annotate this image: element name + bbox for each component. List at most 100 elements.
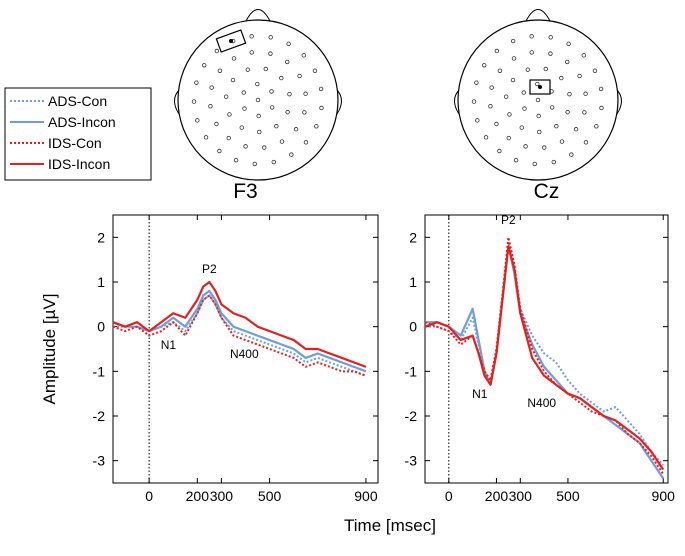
- electrode: [243, 144, 248, 149]
- electrode: [268, 51, 273, 56]
- y-tick-label: -2: [405, 408, 418, 424]
- electrode: [519, 125, 524, 130]
- annotation: N1: [472, 387, 488, 401]
- electrode: [497, 148, 502, 154]
- electrode: [551, 159, 556, 165]
- electrode: [489, 85, 494, 90]
- electrode: [549, 105, 555, 110]
- electrode: [227, 112, 232, 117]
- electrode: [503, 94, 509, 99]
- electrode: [559, 75, 564, 81]
- electrode: [262, 145, 267, 150]
- electrode: [279, 75, 284, 81]
- x-tick-label: 0: [145, 488, 153, 504]
- electrode: [537, 129, 542, 135]
- x-tick-label: 500: [258, 488, 282, 504]
- electrode: [233, 157, 239, 163]
- annotation: P2: [202, 262, 217, 276]
- electrode: [583, 140, 589, 145]
- electrode: [217, 148, 222, 154]
- selected-electrode: [229, 39, 233, 43]
- electrode: [230, 77, 236, 83]
- electrode: [226, 135, 231, 141]
- electrode: [471, 99, 477, 104]
- electrode: [289, 152, 294, 157]
- electrode: [256, 113, 261, 119]
- electrode: [494, 48, 500, 54]
- electrode: [257, 129, 262, 135]
- x-tick-label: 300: [509, 488, 533, 504]
- annotation: N400: [527, 396, 556, 410]
- series-line: [424, 245, 665, 471]
- electrode: [268, 35, 273, 40]
- electrode: [252, 161, 258, 167]
- electrode: [241, 90, 247, 95]
- x-tick-label: 900: [652, 488, 676, 504]
- electrode: [494, 121, 499, 127]
- electrode: [506, 135, 511, 141]
- y-tick-label: 2: [409, 229, 417, 245]
- electrode: [598, 86, 604, 92]
- electrode: [287, 91, 292, 97]
- electrode: [217, 68, 223, 73]
- x-axis-label: Time [msec]: [344, 516, 436, 535]
- chart-title: Cz: [534, 180, 560, 203]
- plot-frame: [112, 214, 379, 484]
- electrode: [285, 109, 290, 115]
- electrode: [582, 110, 587, 115]
- electrode: [548, 35, 553, 40]
- electrode: [303, 91, 308, 96]
- electrode: [293, 127, 299, 132]
- y-tick-label: -3: [93, 453, 106, 469]
- y-tick-label: 0: [97, 319, 105, 335]
- electrode: [592, 68, 598, 74]
- electrode: [214, 48, 220, 54]
- electrode: [255, 97, 261, 103]
- legend-label: ADS-Con: [48, 93, 107, 109]
- electrode: [301, 53, 307, 58]
- electrode: [203, 135, 209, 140]
- electrode: [548, 51, 553, 56]
- electrode: [559, 139, 565, 144]
- electrode: [312, 68, 318, 74]
- electrode-selection: [529, 79, 551, 95]
- x-tick-label: 200: [186, 488, 210, 504]
- electrode: [202, 63, 207, 68]
- x-tick-label: 500: [556, 488, 580, 504]
- annotation: N400: [230, 347, 259, 361]
- electrode: [302, 110, 307, 115]
- y-tick-label: 1: [97, 274, 105, 290]
- electrode: [319, 105, 324, 111]
- electrode: [239, 125, 244, 130]
- electrode: [511, 56, 517, 61]
- electrode: [214, 121, 219, 127]
- electrode: [249, 50, 254, 55]
- electrode: [523, 144, 528, 149]
- electrode: [569, 152, 574, 157]
- electrode: [529, 50, 534, 55]
- electrode: [522, 106, 527, 111]
- y-tick-label: 0: [409, 319, 417, 335]
- plot-frame: [424, 214, 669, 484]
- electrode: [242, 106, 247, 111]
- head-nose: [525, 9, 551, 22]
- selected-electrode: [538, 85, 542, 89]
- electrode: [209, 85, 214, 90]
- y-tick-label: -3: [405, 453, 418, 469]
- y-tick-label: 2: [97, 229, 105, 245]
- electrode: [488, 104, 493, 109]
- electrode: [191, 99, 197, 104]
- legend-label: IDS-Con: [48, 135, 102, 151]
- electrode: [577, 73, 582, 79]
- electrode: [279, 139, 285, 144]
- electrode: [271, 159, 276, 165]
- electrode: [543, 66, 548, 72]
- electrode: [285, 59, 290, 65]
- electrode: [583, 91, 588, 96]
- annotation: P2: [501, 213, 516, 227]
- y-tick-label: -1: [93, 363, 106, 379]
- x-tick-label: 0: [445, 488, 453, 504]
- y-tick-label: -2: [93, 408, 106, 424]
- electrode-selection: [215, 29, 247, 53]
- electrode: [483, 135, 489, 140]
